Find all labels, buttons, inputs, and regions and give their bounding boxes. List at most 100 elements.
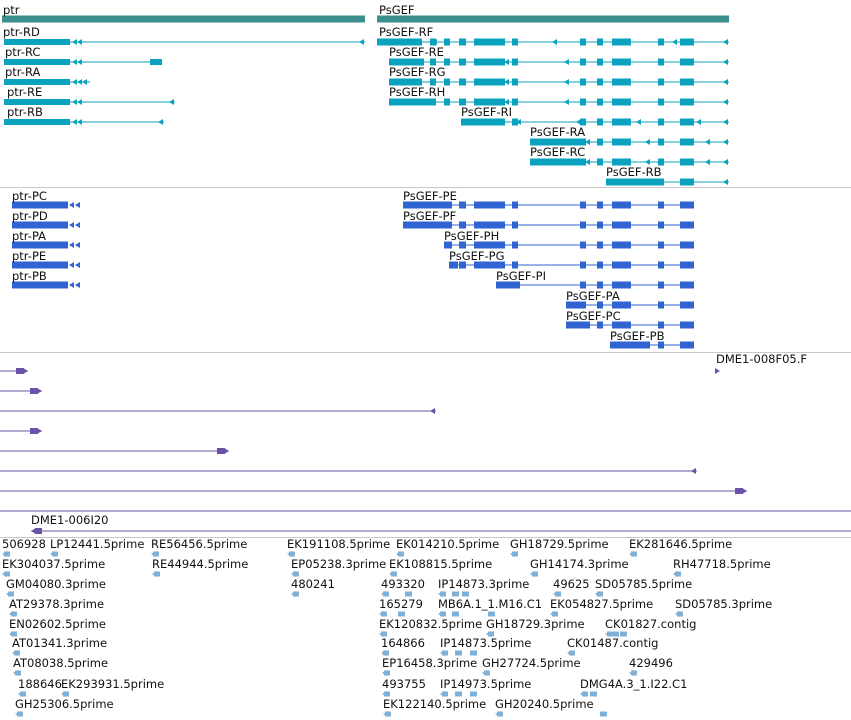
est-label[interactable]: EK108815.5prime — [389, 558, 492, 571]
est-label[interactable]: 493755 — [382, 678, 426, 691]
exon-block — [580, 222, 586, 229]
transcript-label[interactable]: PsGEF-RE — [389, 46, 444, 59]
est-label[interactable]: EN02602.5prime — [9, 618, 106, 631]
transcript-label[interactable]: ptr-RE — [7, 86, 42, 99]
est-label[interactable]: DMG4A.3_1.I22.C1 — [580, 678, 687, 691]
protein-label[interactable]: PsGEF-PG — [449, 250, 505, 263]
protein-label[interactable]: PsGEF-PI — [496, 270, 546, 283]
est-label[interactable]: GH20240.5prime — [495, 698, 594, 711]
protein-label[interactable]: PsGEF-PF — [403, 210, 456, 223]
est-block — [455, 651, 462, 656]
strand-arrow-right — [37, 428, 42, 434]
est-label[interactable]: EK281646.5prime — [629, 538, 732, 551]
protein-label[interactable]: PsGEF-PA — [566, 290, 620, 303]
est-label[interactable]: GH14174.3prime — [530, 558, 629, 571]
est-label[interactable]: GH25306.5prime — [15, 698, 114, 711]
protein-label[interactable]: PsGEF-PE — [403, 190, 457, 203]
est-label[interactable]: CK01487.contig — [567, 637, 658, 650]
exon-block — [459, 202, 466, 209]
transcript-label[interactable]: ptr-RA — [5, 66, 40, 79]
exon-block — [580, 202, 586, 209]
est-label[interactable]: CK01827.contig — [605, 618, 696, 631]
transcript-label[interactable]: PsGEF-RH — [389, 86, 445, 99]
est-label[interactable]: RE44944.5prime — [152, 558, 248, 571]
est-label[interactable]: 49625 — [553, 578, 590, 591]
exon-block — [680, 179, 694, 186]
exon-block — [680, 139, 694, 146]
protein-label[interactable]: ptr-PE — [12, 250, 46, 263]
est-label[interactable]: MB6A.1_1.M16.C1 — [438, 598, 542, 611]
est-label[interactable]: EK120832.5prime — [379, 618, 482, 631]
est-label[interactable]: GH27724.5prime — [482, 657, 581, 670]
est-label[interactable]: IP14973.5prime — [440, 678, 531, 691]
exon-block — [680, 119, 694, 126]
strand-arrow-right — [224, 448, 229, 454]
clone-label[interactable]: DME1-006I20 — [31, 514, 109, 527]
est-label[interactable]: EP16458.3prime — [382, 657, 477, 670]
est-label[interactable]: RH47718.5prime — [673, 558, 771, 571]
strand-chevron — [69, 242, 74, 248]
exon-block — [606, 179, 664, 186]
exon-block — [680, 262, 694, 269]
exon-block — [612, 222, 631, 229]
est-label[interactable]: 429496 — [629, 657, 673, 670]
transcript-label[interactable]: PsGEF-RA — [530, 126, 585, 139]
gene-label[interactable]: PsGEF — [379, 4, 415, 17]
exon-block — [612, 202, 631, 209]
est-label[interactable]: EK293931.5prime — [61, 678, 164, 691]
protein-label[interactable]: ptr-PA — [12, 230, 46, 243]
est-label[interactable]: EK191108.5prime — [287, 538, 390, 551]
est-label[interactable]: EK054827.5prime — [550, 598, 653, 611]
exon-block — [512, 79, 518, 86]
protein-label[interactable]: PsGEF-PH — [444, 230, 499, 243]
strand-chevron — [75, 282, 80, 288]
protein-label[interactable]: ptr-PB — [12, 270, 47, 283]
est-label[interactable]: GH18729.5prime — [510, 538, 609, 551]
transcript-label[interactable]: PsGEF-RB — [606, 166, 662, 179]
exon-block — [658, 322, 664, 329]
gene-bar — [377, 16, 729, 23]
transcript-label[interactable]: ptr-RB — [7, 106, 43, 119]
strand-arrow-left — [430, 408, 435, 414]
est-label[interactable]: SD05785.5prime — [595, 578, 692, 591]
est-label[interactable]: EP05238.3prime — [291, 558, 386, 571]
est-label[interactable]: 165279 — [379, 598, 423, 611]
exon-block — [580, 79, 586, 86]
est-label[interactable]: EK014210.5prime — [396, 538, 499, 551]
transcript-label[interactable]: ptr-RD — [3, 26, 40, 39]
est-label[interactable]: AT08038.5prime — [13, 657, 108, 670]
est-label[interactable]: 188646 — [18, 678, 62, 691]
protein-label[interactable]: ptr-PC — [12, 190, 47, 203]
est-label[interactable]: SD05785.3prime — [675, 598, 772, 611]
exon-block — [580, 262, 586, 269]
est-label[interactable]: EK122140.5prime — [383, 698, 486, 711]
gene-label[interactable]: ptr — [3, 4, 20, 17]
est-label[interactable]: EK304037.5prime — [2, 558, 105, 571]
exon-block — [150, 59, 162, 65]
est-label[interactable]: IP14873.5prime — [440, 637, 531, 650]
exon-block — [474, 79, 505, 86]
est-label[interactable]: 493320 — [381, 578, 425, 591]
protein-label[interactable]: PsGEF-PC — [566, 310, 621, 323]
transcript-label[interactable]: PsGEF-RI — [461, 106, 512, 119]
est-label[interactable]: LP12441.5prime — [50, 538, 144, 551]
transcript-label[interactable]: ptr-RC — [5, 46, 40, 59]
transcript-label[interactable]: PsGEF-RC — [530, 146, 585, 159]
est-label[interactable]: 164866 — [381, 637, 425, 650]
est-label[interactable]: 480241 — [291, 578, 335, 591]
est-label[interactable]: AT01341.3prime — [12, 637, 107, 650]
est-label[interactable]: GM04080.3prime — [6, 578, 106, 591]
est-label[interactable]: GH18729.3prime — [486, 618, 585, 631]
clone-label[interactable]: DME1-008F05.F — [716, 353, 807, 366]
transcript-label[interactable]: PsGEF-RG — [389, 66, 446, 79]
protein-label[interactable]: PsGEF-PB — [610, 330, 665, 343]
clone-end-block — [30, 428, 38, 434]
est-label[interactable]: IP14873.3prime — [438, 578, 529, 591]
transcript-label[interactable]: PsGEF-RF — [379, 26, 433, 39]
exon-block — [597, 202, 603, 209]
est-label[interactable]: RE56456.5prime — [151, 538, 247, 551]
est-label[interactable]: AT29378.3prime — [9, 598, 104, 611]
protein-label[interactable]: ptr-PD — [12, 210, 48, 223]
est-label[interactable]: 506928 — [2, 538, 46, 551]
exon-block — [512, 262, 518, 269]
